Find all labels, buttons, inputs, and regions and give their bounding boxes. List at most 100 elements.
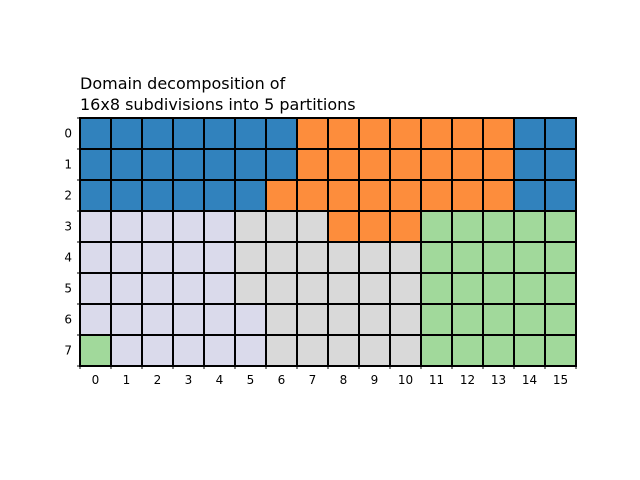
y-tick-label: 7 <box>64 344 72 358</box>
cell-r2-c14-partition-0 <box>513 179 546 212</box>
x-tick-label: 13 <box>491 373 506 387</box>
y-tick-label: 3 <box>64 220 72 234</box>
cell-r0-c9-partition-1 <box>358 117 391 150</box>
cell-r3-c4-partition-2 <box>203 210 236 243</box>
cell-r4-c14-partition-4 <box>513 241 546 274</box>
cell-r4-c10-partition-3 <box>389 241 422 274</box>
cell-r2-c7-partition-1 <box>296 179 329 212</box>
cell-r6-c0-partition-2 <box>79 303 112 336</box>
x-tick-label: 2 <box>154 373 162 387</box>
x-tick-label: 1 <box>123 373 131 387</box>
cell-r1-c14-partition-0 <box>513 148 546 181</box>
cell-r3-c13-partition-4 <box>482 210 515 243</box>
x-tick-label: 0 <box>92 373 100 387</box>
cell-r5-c15-partition-4 <box>544 272 577 305</box>
cell-r0-c2-partition-0 <box>141 117 174 150</box>
cell-r7-c15-partition-4 <box>544 334 577 367</box>
cell-r5-c0-partition-2 <box>79 272 112 305</box>
cell-r0-c12-partition-1 <box>451 117 484 150</box>
cell-r5-c7-partition-3 <box>296 272 329 305</box>
x-tick-label: 15 <box>553 373 568 387</box>
cell-r4-c4-partition-2 <box>203 241 236 274</box>
cell-r6-c7-partition-3 <box>296 303 329 336</box>
x-tick-label: 14 <box>522 373 537 387</box>
cell-r4-c11-partition-4 <box>420 241 453 274</box>
cell-r7-c9-partition-3 <box>358 334 391 367</box>
cell-r3-c7-partition-3 <box>296 210 329 243</box>
cell-r7-c4-partition-2 <box>203 334 236 367</box>
cell-r1-c12-partition-1 <box>451 148 484 181</box>
cell-r7-c12-partition-4 <box>451 334 484 367</box>
cell-r1-c11-partition-1 <box>420 148 453 181</box>
cell-r6-c1-partition-2 <box>110 303 143 336</box>
cell-r3-c9-partition-1 <box>358 210 391 243</box>
y-axis: 0 1 2 3 4 5 6 7 <box>64 117 80 367</box>
cell-r1-c5-partition-0 <box>234 148 267 181</box>
cell-r7-c1-partition-2 <box>110 334 143 367</box>
cell-r2-c9-partition-1 <box>358 179 391 212</box>
cell-r5-c9-partition-3 <box>358 272 391 305</box>
cell-r4-c5-partition-3 <box>234 241 267 274</box>
cell-r3-c1-partition-2 <box>110 210 143 243</box>
cell-r6-c14-partition-4 <box>513 303 546 336</box>
cell-r6-c2-partition-2 <box>141 303 174 336</box>
cell-r0-c10-partition-1 <box>389 117 422 150</box>
cell-r6-c4-partition-2 <box>203 303 236 336</box>
cell-r3-c0-partition-2 <box>79 210 112 243</box>
cell-r3-c6-partition-3 <box>265 210 298 243</box>
cell-r1-c7-partition-1 <box>296 148 329 181</box>
cell-r1-c9-partition-1 <box>358 148 391 181</box>
cell-r6-c6-partition-3 <box>265 303 298 336</box>
cell-r5-c4-partition-2 <box>203 272 236 305</box>
y-tick-label: 6 <box>64 313 72 327</box>
cell-r6-c13-partition-4 <box>482 303 515 336</box>
cell-r6-c3-partition-2 <box>172 303 205 336</box>
cell-r1-c3-partition-0 <box>172 148 205 181</box>
cell-r1-c0-partition-0 <box>79 148 112 181</box>
cell-r5-c6-partition-3 <box>265 272 298 305</box>
cell-r1-c6-partition-0 <box>265 148 298 181</box>
cell-r5-c2-partition-2 <box>141 272 174 305</box>
cell-r1-c8-partition-1 <box>327 148 360 181</box>
cell-r3-c8-partition-1 <box>327 210 360 243</box>
x-tick-label: 11 <box>429 373 444 387</box>
cell-r0-c14-partition-0 <box>513 117 546 150</box>
cell-r1-c10-partition-1 <box>389 148 422 181</box>
cell-r4-c9-partition-3 <box>358 241 391 274</box>
y-tick-label: 4 <box>64 251 72 265</box>
cell-r5-c11-partition-4 <box>420 272 453 305</box>
cell-r3-c5-partition-3 <box>234 210 267 243</box>
cell-r4-c13-partition-4 <box>482 241 515 274</box>
cell-r0-c6-partition-0 <box>265 117 298 150</box>
cell-r2-c5-partition-0 <box>234 179 267 212</box>
cell-r2-c6-partition-1 <box>265 179 298 212</box>
cell-r7-c7-partition-3 <box>296 334 329 367</box>
cell-r2-c12-partition-1 <box>451 179 484 212</box>
cell-r7-c2-partition-2 <box>141 334 174 367</box>
cell-r2-c15-partition-0 <box>544 179 577 212</box>
cell-r2-c1-partition-0 <box>110 179 143 212</box>
cell-r2-c3-partition-0 <box>172 179 205 212</box>
cell-r6-c5-partition-2 <box>234 303 267 336</box>
cell-r2-c13-partition-1 <box>482 179 515 212</box>
cell-r4-c8-partition-3 <box>327 241 360 274</box>
x-tick-label: 3 <box>185 373 193 387</box>
cell-r6-c8-partition-3 <box>327 303 360 336</box>
cell-r0-c5-partition-0 <box>234 117 267 150</box>
cell-r3-c3-partition-2 <box>172 210 205 243</box>
x-tick-label: 8 <box>340 373 348 387</box>
cell-r7-c13-partition-4 <box>482 334 515 367</box>
cell-r4-c1-partition-2 <box>110 241 143 274</box>
chart-title-line-1: Domain decomposition of <box>80 74 286 93</box>
cell-r5-c12-partition-4 <box>451 272 484 305</box>
cell-r3-c15-partition-4 <box>544 210 577 243</box>
cell-r6-c15-partition-4 <box>544 303 577 336</box>
cell-r3-c14-partition-4 <box>513 210 546 243</box>
x-tick-label: 5 <box>247 373 255 387</box>
cell-r2-c11-partition-1 <box>420 179 453 212</box>
cell-r6-c9-partition-3 <box>358 303 391 336</box>
y-tick-label: 0 <box>64 127 72 141</box>
cell-r2-c10-partition-1 <box>389 179 422 212</box>
cell-r2-c4-partition-0 <box>203 179 236 212</box>
cell-r5-c14-partition-4 <box>513 272 546 305</box>
